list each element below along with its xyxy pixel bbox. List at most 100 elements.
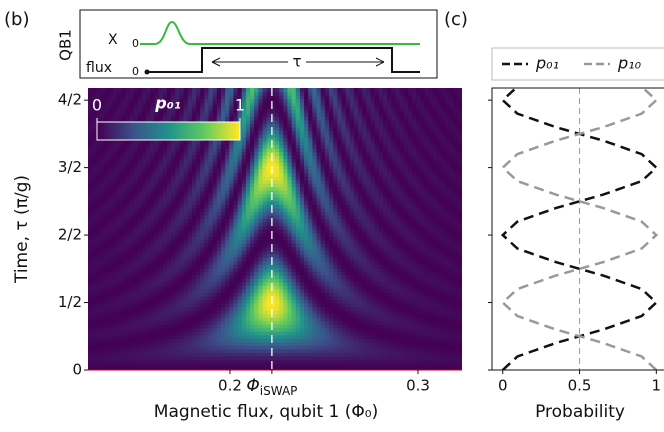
heatmap-cell (104, 147, 110, 153)
heatmap-cell (324, 140, 330, 145)
heatmap-cell (299, 345, 305, 350)
heatmap-cell (316, 306, 322, 311)
heatmap-cell (179, 225, 185, 230)
heatmap-cell (295, 221, 301, 227)
heatmap-cell (316, 130, 322, 135)
heatmap-cell (129, 324, 135, 329)
heatmap-cell (304, 116, 309, 121)
heatmap-cell (129, 292, 135, 297)
heatmap-cell (196, 179, 201, 184)
heatmap-cell (341, 348, 347, 353)
heatmap-cell (299, 295, 305, 301)
heatmap-cell (162, 169, 168, 174)
heatmap-cell (196, 334, 201, 339)
heatmap-cell (324, 197, 330, 202)
heatmap-cell (112, 112, 118, 117)
heatmap-cell (117, 190, 122, 195)
heatmap-cell (304, 140, 309, 145)
heatmap-cell (266, 306, 272, 311)
heatmap-cell (100, 232, 106, 237)
heatmap-cell (220, 214, 226, 220)
heatmap-cell (308, 345, 313, 350)
heatmap-cell (146, 169, 151, 174)
heatmap-cell (233, 352, 239, 357)
heatmap-cell (121, 140, 126, 145)
heatmap-cell (258, 197, 264, 202)
heatmap-cell (88, 214, 93, 220)
heatmap-cell (241, 338, 247, 343)
heatmap-cell (295, 345, 301, 350)
heatmap-cell (225, 98, 230, 103)
heatmap-cell (308, 359, 313, 364)
heatmap-cell (166, 183, 172, 188)
heatmap-cell (150, 320, 156, 325)
heatmap-cell (275, 260, 280, 265)
heatmap-cell (312, 295, 318, 301)
heatmap-cell (241, 348, 247, 353)
heatmap-cell (299, 151, 305, 156)
heatmap-cell (275, 327, 280, 332)
heatmap-cell (133, 295, 139, 301)
heatmap-cell (179, 355, 185, 361)
heatmap-cell (291, 211, 297, 216)
heatmap-cell (220, 243, 226, 248)
heatmap-cell (266, 109, 272, 114)
heatmap-cell (241, 324, 247, 329)
heatmap-cell (175, 324, 181, 329)
heatmap-cell (270, 179, 276, 184)
heatmap-cell (183, 193, 189, 198)
heatmap-cell (212, 348, 218, 353)
heatmap-cell (233, 250, 239, 255)
heatmap-cell (133, 88, 139, 93)
heatmap-cell (100, 264, 106, 269)
heatmap-cell (208, 267, 214, 272)
heatmap-cell (142, 345, 147, 350)
heatmap-cell (345, 303, 351, 308)
heatmap-cell (270, 183, 276, 188)
heatmap-cell (266, 320, 272, 325)
heatmap-cell (204, 334, 210, 339)
heatmap-cell (129, 207, 135, 212)
heatmap-cell (245, 211, 251, 216)
heatmap-cell (133, 207, 139, 212)
heatmap-cell (112, 183, 118, 188)
heatmap-cell (162, 179, 168, 184)
heatmap-cell (283, 165, 289, 170)
heatmap-cell (337, 264, 343, 269)
heatmap-cell (108, 288, 114, 294)
heatmap-cell (270, 310, 276, 315)
heatmap-cell (125, 366, 131, 370)
heatmap-cell (283, 334, 289, 339)
heatmap-cell (316, 236, 322, 241)
heatmap-cell (299, 324, 305, 329)
heatmap-cell (179, 352, 185, 357)
heatmap-cell (337, 324, 343, 329)
heatmap-cell (216, 348, 222, 353)
heatmap-cell (337, 151, 343, 156)
heatmap-cell (204, 186, 210, 191)
heatmap-cell (324, 112, 330, 117)
heatmap-cell (133, 200, 139, 205)
heatmap-cell (275, 324, 280, 329)
heatmap-cell (191, 281, 197, 286)
heatmap-cell (229, 162, 235, 167)
heatmap-cell (341, 197, 347, 202)
heatmap-cell (316, 345, 322, 350)
heatmap-cell (245, 331, 251, 336)
heatmap-cell (299, 303, 305, 308)
heatmap-cell (187, 317, 193, 322)
heatmap-cell (270, 130, 276, 135)
heatmap-cell (117, 271, 122, 276)
heatmap-cell (191, 151, 197, 156)
heatmap-cell (179, 144, 185, 149)
heatmap-cell (266, 179, 272, 184)
heatmap-cell (275, 250, 280, 255)
heatmap-cell (142, 246, 147, 251)
heatmap-cell (179, 324, 185, 329)
heatmap-cell (341, 91, 347, 96)
heatmap-cell (220, 317, 226, 322)
heatmap-cell (96, 243, 102, 248)
heatmap-cell (125, 147, 131, 153)
heatmap-cell (316, 303, 322, 308)
heatmap-cell (254, 123, 259, 128)
